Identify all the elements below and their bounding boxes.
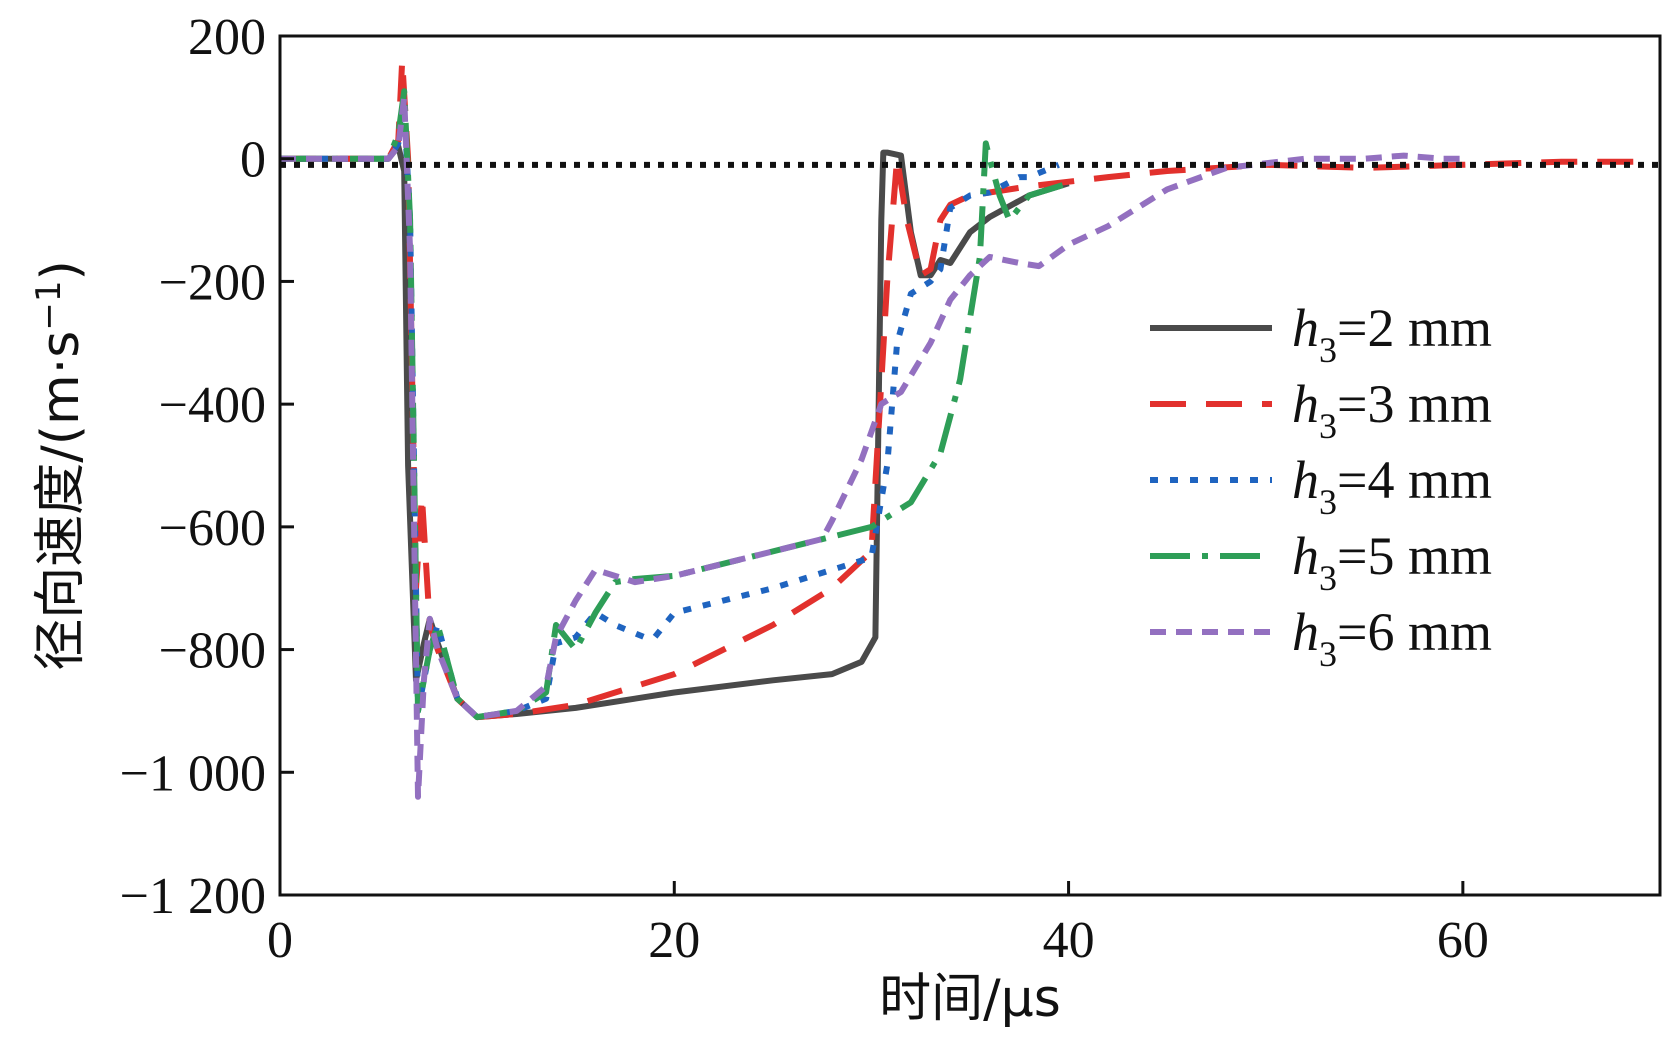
y-axis-title: 径向速度/(m·s−1) [29,260,91,671]
y-tick-label: 200 [188,9,266,66]
series-line-4 [280,88,1070,721]
series-line-5 [280,94,1463,800]
legend-label-2: h3=3 mm [1292,374,1492,446]
legend-label-4: h3=5 mm [1292,526,1492,598]
x-axis-ticks: 0 20 40 60 [267,881,1489,969]
y-tick-label: −400 [159,377,266,434]
x-tick-label: 0 [267,912,293,969]
x-tick-label: 20 [648,912,700,969]
y-tick-label: −1 000 [120,745,266,802]
y-tick-label: 0 [240,132,266,189]
y-tick-label: −600 [159,500,266,557]
y-axis-title-exponent: −1 [29,281,69,331]
y-tick-label: −200 [159,254,266,311]
legend-label-1: h3=2 mm [1292,298,1492,370]
x-axis-title: 时间/μs [879,969,1061,1029]
x-tick-label: 40 [1043,912,1095,969]
y-tick-label: −1 200 [120,868,266,925]
legend-label-3: h3=4 mm [1292,450,1492,522]
y-axis-title-close: ) [31,260,91,280]
series-line-1 [280,143,1070,721]
legend-label-5: h3=6 mm [1292,602,1492,674]
y-tick-label: −800 [159,623,266,680]
series-line-3 [280,106,1060,721]
y-axis-title-main: 径向速度/(m·s [31,331,91,671]
plot-area [280,57,1660,800]
x-tick-label: 60 [1437,912,1489,969]
plot-frame [278,34,1662,897]
y-axis-ticks: 200 0 −200 −400 −600 −800 −1 000 −1 200 [120,9,294,925]
series-lines [280,57,1641,800]
